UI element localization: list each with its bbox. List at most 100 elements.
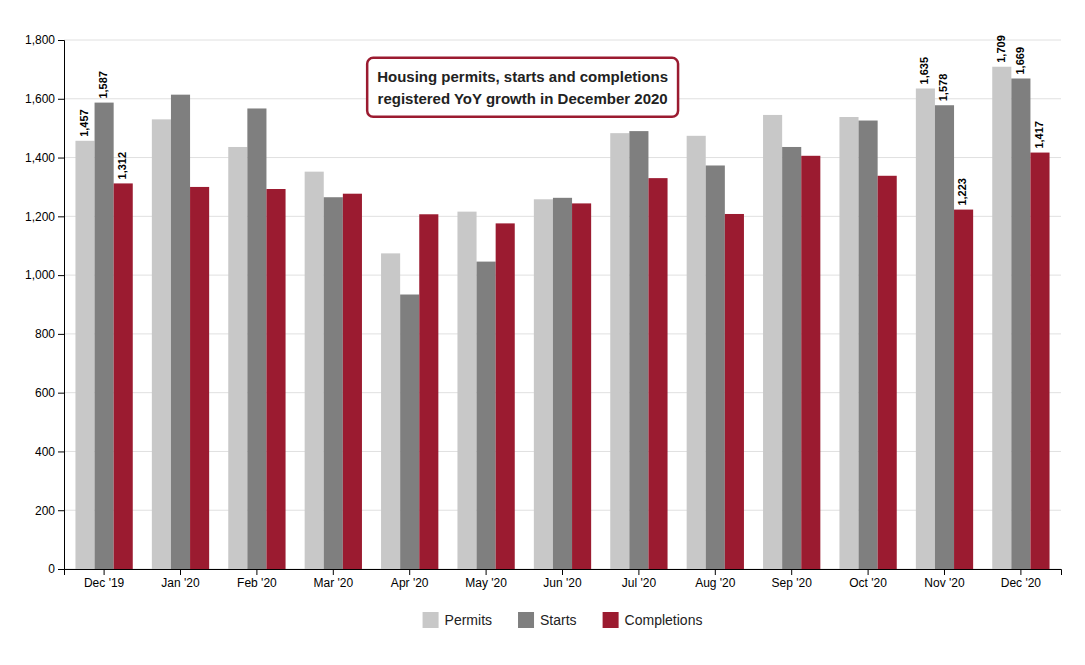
annotation-text: registered YoY growth in December 2020 [378, 90, 668, 107]
bar [916, 88, 935, 569]
bar [75, 141, 94, 569]
bar [572, 203, 591, 569]
legend-label: Permits [445, 612, 492, 628]
tick: 1,400 [25, 151, 64, 165]
axis-line [65, 570, 1062, 576]
data-label: 1,669 [1014, 47, 1026, 75]
annotation-box [367, 58, 678, 117]
tick-label: Apr '20 [391, 576, 429, 590]
tick: 1,000 [25, 268, 64, 282]
tick-label: Jun '20 [543, 576, 582, 590]
data-label: 1,457 [78, 109, 90, 137]
bar [400, 295, 419, 569]
bar [343, 194, 362, 569]
tick-label: 0 [48, 562, 55, 576]
tick-mark [58, 510, 64, 511]
tick-mark [256, 569, 257, 575]
tick-mark [409, 569, 410, 575]
legend-swatch [423, 612, 439, 628]
tick-mark [58, 158, 64, 159]
bar [687, 136, 706, 569]
tick: 400 [35, 445, 64, 459]
bar [1030, 153, 1049, 569]
bar [1011, 78, 1030, 569]
grid-line [64, 40, 1061, 41]
chart: 02004006008001,0001,2001,4001,6001,800De… [0, 0, 1085, 665]
legend-item: Starts [518, 612, 577, 628]
data-label: 1,417 [1033, 121, 1045, 149]
legend-item: Completions [603, 612, 703, 628]
bar [305, 172, 324, 569]
bar-series [95, 78, 1031, 569]
bar [629, 131, 648, 569]
tick-mark [58, 451, 64, 452]
bar [801, 156, 820, 569]
grid-line [64, 157, 1061, 158]
tick: 1,600 [25, 92, 64, 106]
data-label: 1,709 [995, 35, 1007, 63]
bar [878, 176, 897, 569]
tick-mark [58, 216, 64, 217]
bar [171, 95, 190, 569]
bar [266, 189, 285, 569]
tick-mark [58, 393, 64, 394]
tick: 1,200 [25, 210, 64, 224]
bar [381, 253, 400, 569]
tick-mark [791, 569, 792, 575]
tick: 200 [35, 504, 64, 518]
bar [725, 214, 744, 569]
bar [935, 105, 954, 569]
tick-label: Jan '20 [161, 576, 200, 590]
data-label: 1,312 [116, 152, 128, 180]
data-label: 1,578 [937, 74, 949, 102]
tick: Jul '20 [622, 569, 657, 590]
plot: 02004006008001,0001,2001,4001,6001,800De… [25, 33, 1062, 589]
legend-swatch [518, 612, 534, 628]
tick: Jun '20 [543, 569, 582, 590]
tick-mark [58, 40, 64, 41]
legend-swatch [603, 612, 619, 628]
bars [75, 67, 1049, 569]
tick: Nov '20 [924, 569, 965, 590]
bar [152, 119, 171, 569]
tick-label: Jul '20 [622, 576, 657, 590]
data-labels: 1,4571,6351,7091,5871,5781,6691,3121,223… [78, 35, 1045, 205]
tick-mark [333, 569, 334, 575]
tick-label: 600 [35, 386, 55, 400]
tick: Apr '20 [391, 569, 429, 590]
annotation-text: Housing permits, starts and completions [377, 68, 668, 85]
tick: 600 [35, 386, 64, 400]
tick-label: Feb '20 [237, 576, 277, 590]
tick: Mar '20 [313, 569, 353, 590]
tick-label: Nov '20 [924, 576, 965, 590]
tick-label: Aug '20 [695, 576, 736, 590]
bar [839, 117, 858, 569]
tick: 800 [35, 327, 64, 341]
tick-label: 1,200 [25, 210, 55, 224]
tick-label: 1,600 [25, 92, 55, 106]
tick-mark [180, 569, 181, 575]
bar [954, 210, 973, 569]
bar [95, 103, 114, 569]
tick: Oct '20 [849, 569, 887, 590]
tick-mark [944, 569, 945, 575]
bar [247, 108, 266, 569]
tick-label: Dec '20 [1001, 576, 1042, 590]
bar [763, 115, 782, 569]
axis-line [58, 41, 65, 570]
bar-series [75, 67, 1011, 569]
bar [648, 178, 667, 569]
bar [782, 147, 801, 569]
bar [457, 212, 476, 569]
tick-mark [58, 275, 64, 276]
tick-mark [1020, 569, 1021, 575]
tick-label: Oct '20 [849, 576, 887, 590]
tick-mark [638, 569, 639, 575]
tick-label: 1,000 [25, 268, 55, 282]
bar [324, 197, 343, 569]
bar [553, 198, 572, 569]
bar [610, 133, 629, 569]
tick: May '20 [465, 569, 507, 590]
tick-mark [715, 569, 716, 575]
tick-mark [868, 569, 869, 575]
